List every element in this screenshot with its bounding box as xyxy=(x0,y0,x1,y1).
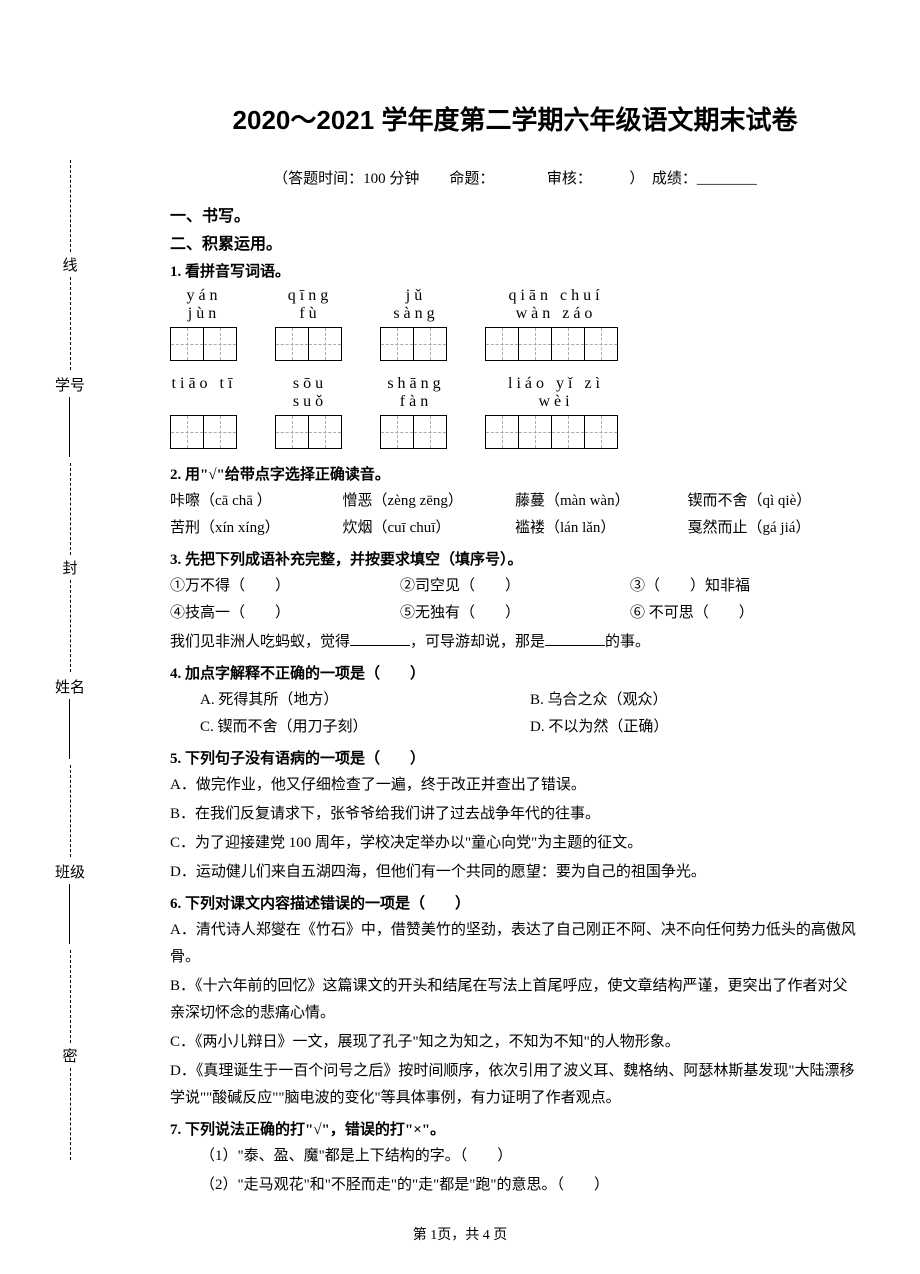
seal-label-mi: 密 xyxy=(62,1043,77,1068)
q2-item: 苦刑（xín xíng） xyxy=(170,515,343,542)
char-box-group[interactable] xyxy=(275,327,342,361)
page-footer: 第 1页，共 4 页 xyxy=(0,1224,920,1244)
field-name: 姓名 xyxy=(55,672,85,765)
q3-sentence: 我们见非洲人吃蚂蚁，觉得 ，可导游却说，那是 的事。 xyxy=(170,629,860,656)
q5-choice-d: D．运动健儿们来自五湖四海，但他们有一个共同的愿望：要为自己的祖国争光。 xyxy=(170,859,860,886)
fill-blank[interactable] xyxy=(545,631,605,646)
field-underline xyxy=(69,699,70,759)
q4-choice-d: D. 不以为然（正确） xyxy=(530,714,860,741)
seal-label-line: 线 xyxy=(62,252,77,277)
char-box-group[interactable] xyxy=(275,415,342,449)
char-box-group[interactable] xyxy=(380,327,447,361)
q3-line1: ①万不得（ ） ②司空见（ ） ③（ ）知非福 xyxy=(170,573,860,600)
q2-item: 憎恶（zèng zēng） xyxy=(343,488,516,515)
q3-item: ⑤无独有（ ） xyxy=(400,600,630,627)
pinyin: liáo yǐ zì wèi xyxy=(488,375,624,411)
char-box-row-2 xyxy=(170,415,860,449)
dashed-segment xyxy=(70,765,71,857)
q3-item: ③（ ）知非福 xyxy=(630,573,860,600)
pinyin: shāng fàn xyxy=(382,375,450,411)
q2-item: 戛然而止（gá jiá） xyxy=(688,515,861,542)
exam-title: 2020～2021 学年度第二学期六年级语文期末试卷 xyxy=(170,100,860,137)
q3-sentence-part: 我们见非洲人吃蚂蚁，觉得 xyxy=(170,634,350,650)
q3-label: 3. 先把下列成语补充完整，并按要求填空（填序号）。 xyxy=(170,548,860,569)
section-1-heading: 一、书写。 xyxy=(170,202,860,226)
q4-choice-b: B. 乌合之众（观众） xyxy=(530,687,860,714)
pinyin: jǔ sàng xyxy=(382,287,450,323)
q4-label: 4. 加点字解释不正确的一项是（ ） xyxy=(170,662,860,683)
char-box-group[interactable] xyxy=(170,415,237,449)
char-box-group[interactable] xyxy=(380,415,447,449)
q6-choice-d: D．《真理诞生于一百个问号之后》按时间顺序，依次引用了波义耳、魏格纳、阿瑟林斯基… xyxy=(170,1058,860,1112)
pinyin: qiān chuí wàn záo xyxy=(488,287,624,323)
pinyin: qīng fù xyxy=(276,287,344,323)
page-content: 2020～2021 学年度第二学期六年级语文期末试卷 （答题时间：100 分钟 … xyxy=(120,0,900,1241)
q3-item: ①万不得（ ） xyxy=(170,573,400,600)
pinyin: sōu suǒ xyxy=(276,375,344,411)
char-box-group[interactable] xyxy=(485,327,618,361)
q6-choice-c: C．《两小儿辩日》一文，展现了孔子"知之为知之，不知为不知"的人物形象。 xyxy=(170,1029,860,1056)
binding-margin: 线 学号 封 姓名 班级 密 xyxy=(40,160,100,1160)
pinyin: yán jùn xyxy=(170,287,238,323)
field-underline xyxy=(69,884,70,944)
dashed-segment xyxy=(70,160,71,252)
field-class: 班级 xyxy=(55,857,85,950)
char-box-group[interactable] xyxy=(170,327,237,361)
pinyin-row-1: yán jùn qīng fù jǔ sàng qiān chuí wàn zá… xyxy=(170,287,860,323)
q7-label: 7. 下列说法正确的打"√"，错误的打"×"。 xyxy=(170,1118,860,1139)
q3-line2: ④技高一（ ） ⑤无独有（ ） ⑥ 不可思（ ） xyxy=(170,600,860,627)
q5-label: 5. 下列句子没有语病的一项是（ ） xyxy=(170,747,860,768)
q5-choice-b: B．在我们反复请求下，张爷爷给我们讲了过去战争年代的往事。 xyxy=(170,801,860,828)
q7-item-1: （1）"泰、盈、魔"都是上下结构的字。（ ） xyxy=(170,1143,860,1170)
pinyin: tiāo tī xyxy=(170,375,238,411)
q1-label: 1. 看拼音写词语。 xyxy=(170,260,860,281)
seal-label-feng: 封 xyxy=(62,555,77,580)
q3-item: ④技高一（ ） xyxy=(170,600,400,627)
fill-blank[interactable] xyxy=(350,631,410,646)
q3-sentence-part: 的事。 xyxy=(605,634,650,650)
char-box-group[interactable] xyxy=(485,415,618,449)
q4-choice-a: A. 死得其所（地方） xyxy=(200,687,530,714)
q6-choice-a: A．清代诗人郑燮在《竹石》中，借赞美竹的坚劲，表达了自己刚正不阿、决不向任何势力… xyxy=(170,917,860,971)
char-box-row-1 xyxy=(170,327,860,361)
q2-label: 2. 用"√"给带点字选择正确读音。 xyxy=(170,463,860,484)
q2-item: 褴褛（lán lǎn） xyxy=(515,515,688,542)
meta-line: （答题时间：100 分钟 命题： 审核： ） 成绩：________ xyxy=(170,167,860,188)
q6-choice-b: B．《十六年前的回忆》这篇课文的开头和结尾在写法上首尾呼应，使文章结构严谨，更突… xyxy=(170,973,860,1027)
q2-item: 炊烟（cuī chuī） xyxy=(343,515,516,542)
q2-line2: 苦刑（xín xíng） 炊烟（cuī chuī） 褴褛（lán lǎn） 戛然… xyxy=(170,515,860,542)
dashed-segment xyxy=(70,1068,71,1160)
dashed-segment xyxy=(70,277,71,369)
q2-line1: 咔嚓（cā chā ） 憎恶（zèng zēng） 藤蔓（màn wàn） 锲而… xyxy=(170,488,860,515)
field-student-id: 学号 xyxy=(55,370,85,463)
pinyin-row-2: tiāo tī sōu suǒ shāng fàn liáo yǐ zì wèi xyxy=(170,375,860,411)
q4-choices-1: A. 死得其所（地方） B. 乌合之众（观众） xyxy=(170,687,860,714)
q5-choice-c: C．为了迎接建党 100 周年，学校决定举办以"童心向党"为主题的征文。 xyxy=(170,830,860,857)
q7-item-2: （2）"走马观花"和"不胫而走"的"走"都是"跑"的意思。（ ） xyxy=(170,1172,860,1199)
section-2-heading: 二、积累运用。 xyxy=(170,230,860,254)
field-label: 学号 xyxy=(55,374,85,395)
q3-item: ⑥ 不可思（ ） xyxy=(630,600,860,627)
q6-label: 6. 下列对课文内容描述错误的一项是（ ） xyxy=(170,892,860,913)
q2-item: 藤蔓（màn wàn） xyxy=(515,488,688,515)
q3-sentence-part: ，可导游却说，那是 xyxy=(410,634,545,650)
dashed-segment xyxy=(70,463,71,555)
q2-item: 锲而不舍（qì qiè） xyxy=(688,488,861,515)
dashed-segment xyxy=(70,580,71,672)
field-label: 姓名 xyxy=(55,676,85,697)
q4-choice-c: C. 锲而不舍（用刀子刻） xyxy=(200,714,530,741)
q2-item: 咔嚓（cā chā ） xyxy=(170,488,343,515)
q4-choices-2: C. 锲而不舍（用刀子刻） D. 不以为然（正确） xyxy=(170,714,860,741)
field-underline xyxy=(69,397,70,457)
q3-item: ②司空见（ ） xyxy=(400,573,630,600)
dashed-segment xyxy=(70,950,71,1042)
q5-choice-a: A．做完作业，他又仔细检查了一遍，终于改正并查出了错误。 xyxy=(170,772,860,799)
field-label: 班级 xyxy=(55,861,85,882)
